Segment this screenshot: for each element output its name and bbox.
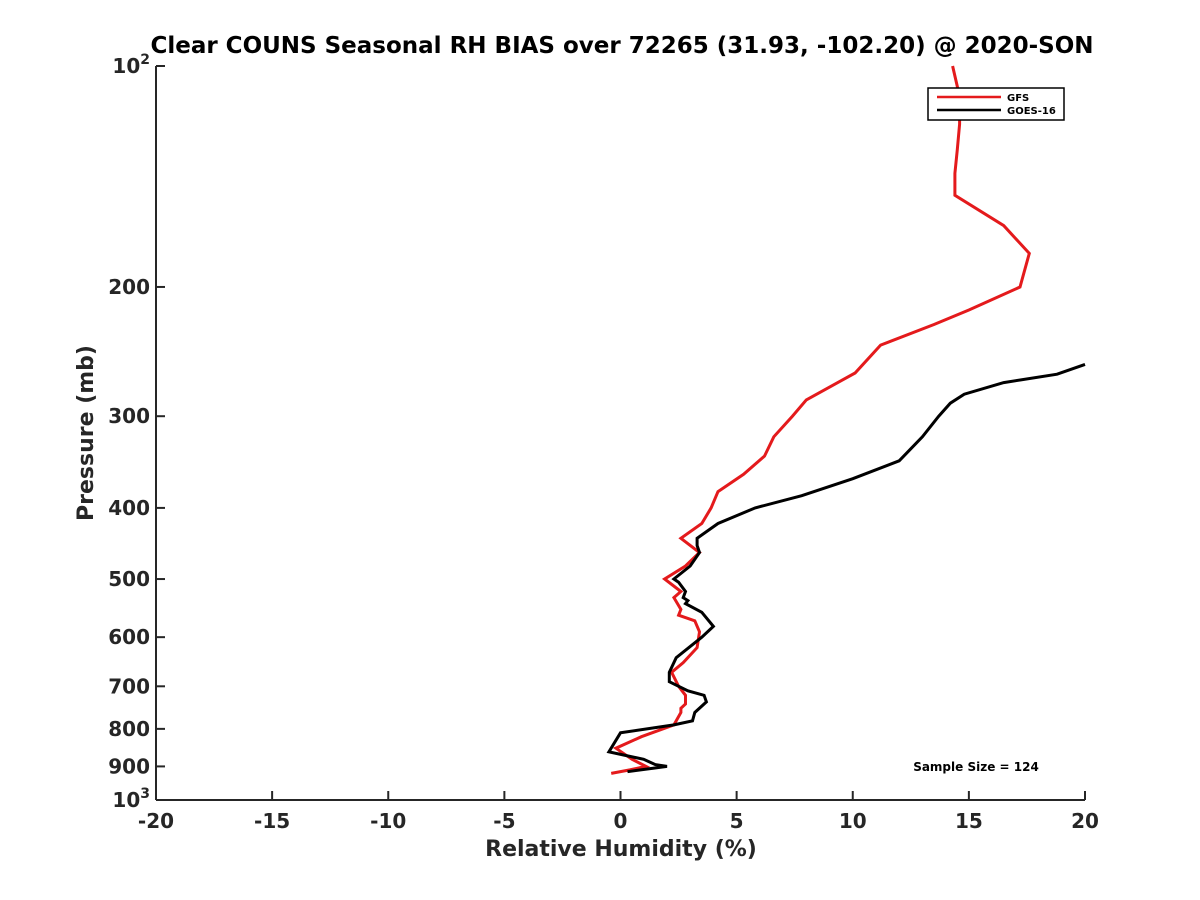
y-tick-label-base: 700 [108, 674, 150, 698]
legend-label-goes16: GOES-16 [1007, 106, 1056, 117]
y-tick-label: 900 [108, 754, 150, 778]
y-tick-label-base: 10 [112, 788, 140, 812]
legend-label-gfs: GFS [1007, 93, 1029, 104]
y-tick-label: 400 [108, 496, 150, 520]
x-tick-label: 10 [839, 809, 867, 833]
x-tick-label: 15 [955, 809, 983, 833]
y-tick-label-exponent: 2 [140, 52, 150, 68]
y-tick-label: 300 [108, 404, 150, 428]
chart-title: Clear COUNS Seasonal RH BIAS over 72265 … [150, 33, 1093, 59]
x-tick-label: -15 [254, 809, 290, 833]
x-axis-label: Relative Humidity (%) [485, 837, 757, 862]
y-tick-label: 500 [108, 567, 150, 591]
y-tick-label: 103 [112, 786, 150, 812]
y-tick-label-base: 400 [108, 496, 150, 520]
y-axis-label: Pressure (mb) [74, 345, 99, 521]
legend-box [927, 87, 1065, 121]
x-tick-label: -20 [138, 809, 174, 833]
y-tick-label-base: 900 [108, 754, 150, 778]
y-tick-label-base: 800 [108, 717, 150, 741]
x-tick-label: 5 [730, 809, 744, 833]
y-tick-label: 700 [108, 674, 150, 698]
y-tick-label: 200 [108, 275, 150, 299]
series-line-gfs [610, 65, 1031, 775]
x-tick-label: -5 [493, 809, 515, 833]
series-line-goes16 [606, 362, 1086, 774]
y-tick-label-base: 500 [108, 567, 150, 591]
x-tick-label: 20 [1071, 809, 1099, 833]
x-axis-ticks: -20 -15 -10 -5 0 5 10 15 20 [138, 791, 1099, 833]
y-tick-label: 800 [108, 717, 150, 741]
y-tick-label-base: 10 [112, 54, 140, 78]
y-tick-label: 102 [112, 52, 150, 78]
series-layer [606, 65, 1086, 775]
y-tick-label: 600 [108, 625, 150, 649]
legend: GFS GOES-16 [927, 87, 1065, 121]
y-tick-label-base: 200 [108, 275, 150, 299]
y-tick-label-base: 300 [108, 404, 150, 428]
y-tick-label-base: 600 [108, 625, 150, 649]
x-tick-label: -10 [370, 809, 406, 833]
x-tick-label: 0 [614, 809, 628, 833]
y-tick-label-exponent: 3 [140, 786, 150, 802]
sample-size-annotation: Sample Size = 124 [913, 760, 1039, 774]
